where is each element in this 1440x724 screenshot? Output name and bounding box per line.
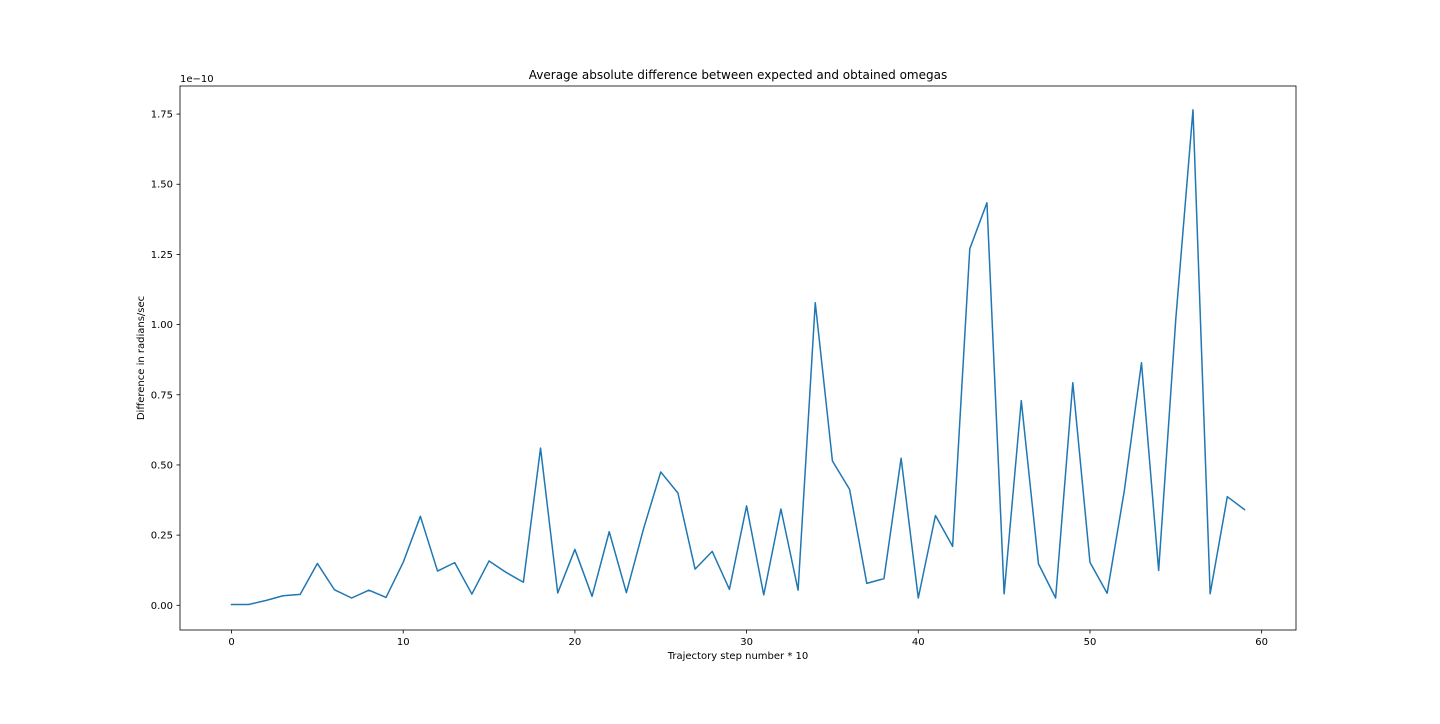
y-tick-label: 1.50 — [151, 180, 173, 191]
y-tick-label: 0.25 — [151, 531, 173, 542]
y-tick-label: 0.50 — [151, 460, 173, 471]
y-tick-label: 0.00 — [151, 601, 173, 612]
x-axis-label: Trajectory step number * 10 — [667, 651, 808, 662]
x-tick-label: 30 — [740, 637, 753, 648]
x-tick-label: 20 — [569, 637, 582, 648]
y-axis-label: Difference in radians/sec — [136, 296, 147, 420]
x-tick-label: 40 — [912, 637, 925, 648]
chart-title: Average absolute difference between expe… — [529, 68, 947, 82]
x-tick-label: 10 — [397, 637, 410, 648]
y-tick-label: 0.75 — [151, 390, 173, 401]
x-tick-label: 60 — [1255, 637, 1268, 648]
y-tick-label: 1.00 — [151, 320, 173, 331]
x-tick-label: 50 — [1084, 637, 1097, 648]
y-tick-label: 1.75 — [151, 110, 173, 121]
x-tick-label: 0 — [228, 637, 234, 648]
y-tick-label: 1.25 — [151, 250, 173, 261]
y-axis-offset-label: 1e−10 — [180, 74, 214, 85]
